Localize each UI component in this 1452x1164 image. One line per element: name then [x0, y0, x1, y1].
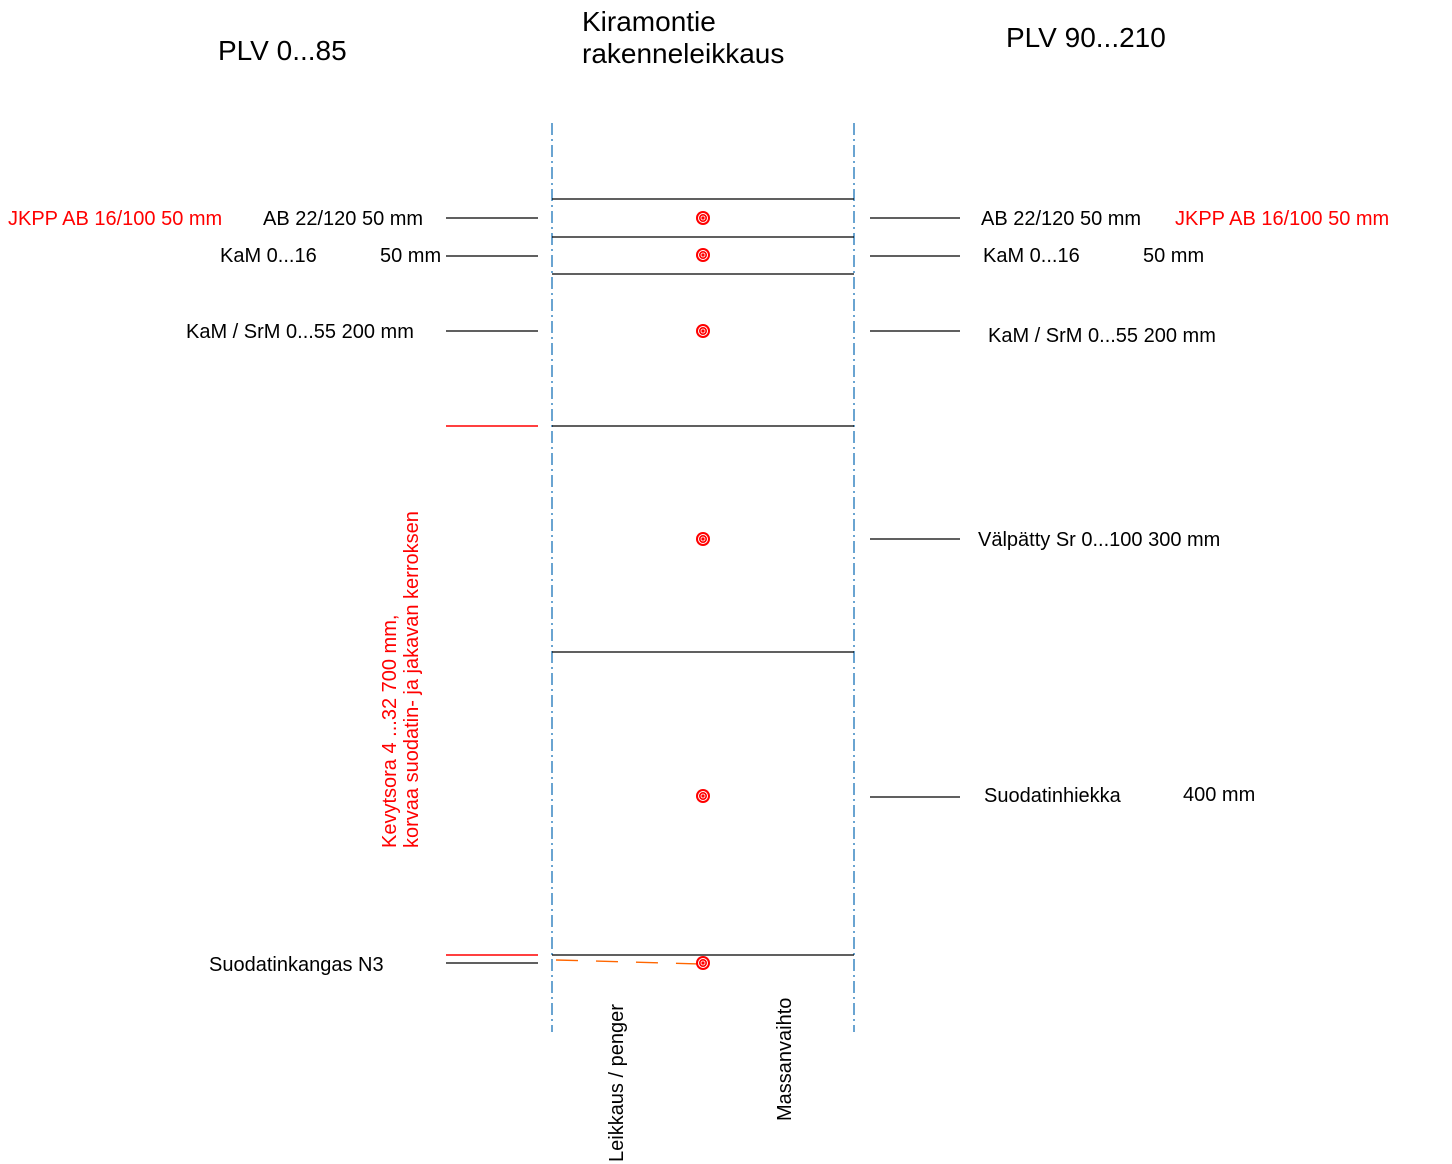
left-kamsrm-label: KaM / SrM 0...55 200 mm: [186, 321, 414, 343]
left-suodatinkangas-label: Suodatinkangas N3: [209, 954, 384, 976]
right-ab-label: AB 22/120 50 mm: [981, 208, 1141, 230]
layer-marker-icon: [696, 211, 710, 225]
kevytsora-label-line-1: Kevytsora 4 ...32 700 mm,: [379, 615, 401, 848]
right-kam016-name: KaM 0...16: [983, 245, 1080, 267]
right-kam016-thickness: 50 mm: [1143, 245, 1204, 267]
layer-marker-icon: [696, 324, 710, 338]
right-suodatinhiekka-name: Suodatinhiekka: [984, 785, 1122, 807]
right-suodatinhiekka-thickness: 400 mm: [1183, 784, 1255, 806]
layer-marker-icon: [696, 248, 710, 262]
geotextile-dashed-line: [555, 959, 701, 965]
right-section-title: PLV 90...210: [1006, 22, 1166, 53]
right-jkpp-label: JKPP AB 16/100 50 mm: [1175, 208, 1389, 230]
left-ab-label: AB 22/120 50 mm: [263, 208, 423, 230]
left-kam016-thickness: 50 mm: [380, 245, 441, 267]
mass-replacement-label: Massanvaihto: [774, 998, 796, 1121]
drawing-title-line-2: rakenneleikkaus: [582, 38, 784, 69]
kevytsora-label-line-2: korvaa suodatin- ja jakavan kerroksen: [401, 511, 423, 848]
layer-marker-icon: [696, 956, 710, 970]
cut-embankment-label: Leikkaus / penger: [606, 1004, 628, 1162]
left-section-title: PLV 0...85: [218, 35, 347, 66]
left-jkpp-label: JKPP AB 16/100 50 mm: [8, 208, 222, 230]
layer-marker-icon: [696, 789, 710, 803]
layer-marker-icon: [696, 532, 710, 546]
left-kam016-name: KaM 0...16: [220, 245, 317, 267]
drawing-title-line-1: Kiramontie: [582, 6, 716, 37]
right-valpatty-label: Välpätty Sr 0...100 300 mm: [978, 529, 1220, 551]
right-kamsrm-label: KaM / SrM 0...55 200 mm: [988, 325, 1216, 347]
